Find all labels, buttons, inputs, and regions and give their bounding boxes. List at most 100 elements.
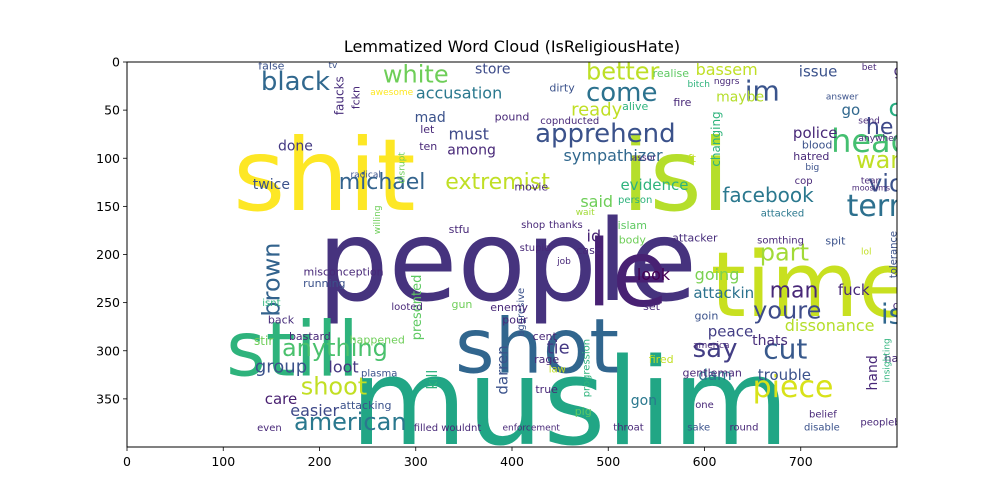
word-152: tolerance bbox=[889, 231, 900, 278]
word-133: fire bbox=[673, 96, 691, 109]
word-61: fuck bbox=[838, 281, 870, 299]
word-50: id bbox=[587, 227, 602, 246]
word-63: police bbox=[793, 124, 838, 142]
word-103: america bbox=[693, 341, 729, 351]
word-105: fired bbox=[649, 353, 674, 366]
word-146: theyve bbox=[951, 155, 982, 165]
word-10: islamic bbox=[881, 298, 979, 331]
word-44: done bbox=[278, 139, 313, 155]
word-106: cent bbox=[533, 330, 558, 343]
word-129: alive bbox=[622, 100, 648, 113]
word-93: wait bbox=[576, 208, 595, 218]
x-tick-label: 300 bbox=[404, 454, 428, 469]
word-162: disable bbox=[804, 422, 840, 433]
word-151: lol bbox=[861, 248, 872, 258]
word-132: nggrs bbox=[714, 77, 740, 87]
word-33: american bbox=[294, 408, 407, 436]
word-117: radical bbox=[350, 171, 380, 181]
word-154: doesnt bbox=[893, 299, 931, 312]
word-119: disrupt bbox=[397, 152, 407, 184]
word-131: bitch bbox=[688, 80, 710, 90]
word-76: hand bbox=[865, 355, 881, 390]
word-94: case bbox=[576, 244, 602, 257]
word-81: back bbox=[268, 313, 295, 326]
x-axis: 0 100 200 300 400 500 600 700 bbox=[123, 447, 813, 469]
word-29: black bbox=[261, 67, 330, 97]
word-28: michael bbox=[339, 170, 426, 195]
word-20: part bbox=[760, 239, 809, 267]
word-59: gon bbox=[631, 393, 657, 409]
x-tick-label: 400 bbox=[500, 454, 524, 469]
word-90: movie bbox=[514, 181, 548, 194]
word-75: presented bbox=[410, 275, 425, 341]
word-86: happened bbox=[350, 334, 405, 347]
word-0: muslim bbox=[350, 334, 789, 473]
word-23: im bbox=[745, 74, 780, 107]
word-121: awesome bbox=[370, 88, 413, 98]
word-166: throat bbox=[613, 422, 643, 433]
word-141: send bbox=[858, 117, 880, 127]
word-46: twice bbox=[253, 177, 290, 193]
word-161: peoplebrought bbox=[860, 417, 933, 428]
word-12: like bbox=[894, 115, 942, 148]
word-116: isnt bbox=[262, 298, 280, 309]
word-156: hard bbox=[884, 352, 909, 365]
word-9: terrorist bbox=[847, 189, 967, 224]
word-18: youre bbox=[753, 296, 821, 324]
word-142: anywhere bbox=[859, 134, 904, 144]
word-70: go bbox=[841, 101, 860, 119]
word-164: sake bbox=[687, 422, 710, 433]
word-40: must bbox=[449, 125, 489, 144]
word-102: goin bbox=[695, 310, 719, 323]
word-147: tear bbox=[861, 176, 880, 186]
word-62: using bbox=[925, 284, 966, 302]
word-125: let bbox=[420, 123, 435, 136]
word-4: time bbox=[711, 233, 914, 338]
word-165: one bbox=[695, 400, 714, 411]
word-97: islam bbox=[618, 219, 647, 232]
word-89: stfu bbox=[449, 223, 470, 236]
word-56: thats bbox=[752, 333, 788, 349]
word-8: head bbox=[831, 122, 911, 160]
word-135: ft bbox=[688, 152, 697, 165]
word-36: easier bbox=[290, 401, 339, 420]
word-47: sympathizer bbox=[564, 146, 663, 165]
word-25: come bbox=[586, 78, 658, 108]
word-32: shoot bbox=[301, 372, 368, 400]
x-tick-label: 100 bbox=[211, 454, 235, 469]
word-42: store bbox=[475, 62, 510, 78]
word-143: bet bbox=[862, 63, 877, 73]
word-65: racist bbox=[939, 75, 981, 93]
word-24: better bbox=[586, 58, 660, 86]
word-5: still bbox=[226, 304, 359, 393]
word-11: violence bbox=[868, 169, 968, 197]
word-17: cut bbox=[763, 332, 807, 365]
x-tick-label: 700 bbox=[789, 454, 813, 469]
word-80: stir bbox=[254, 334, 273, 348]
word-72: tie bbox=[547, 337, 570, 358]
word-2: shit bbox=[233, 117, 415, 234]
y-tick-label: 200 bbox=[96, 247, 120, 262]
word-114: pour bbox=[502, 313, 528, 326]
word-145: mooslims bbox=[852, 184, 890, 193]
word-54: dissonance bbox=[785, 316, 875, 335]
word-122: tv bbox=[329, 61, 339, 71]
word-163: round bbox=[729, 422, 758, 433]
word-15: he bbox=[866, 115, 893, 140]
y-tick-label: 0 bbox=[112, 55, 120, 70]
word-78: changing bbox=[709, 111, 723, 166]
word-101: set bbox=[643, 300, 660, 313]
word-157: insighting bbox=[882, 338, 892, 382]
word-120: fckn bbox=[350, 86, 363, 109]
word-52: going bbox=[695, 265, 740, 284]
word-49: said bbox=[580, 192, 613, 211]
x-tick-label: 0 bbox=[123, 454, 131, 469]
word-168: filled wouldnt bbox=[414, 423, 482, 434]
word-104: gentleman bbox=[683, 366, 742, 379]
word-137: blood bbox=[802, 138, 832, 151]
y-tick-label: 350 bbox=[96, 391, 120, 406]
word-88: gun bbox=[451, 298, 472, 311]
chart-title: Lemmatized Word Cloud (IsReligiousHate) bbox=[344, 37, 680, 56]
